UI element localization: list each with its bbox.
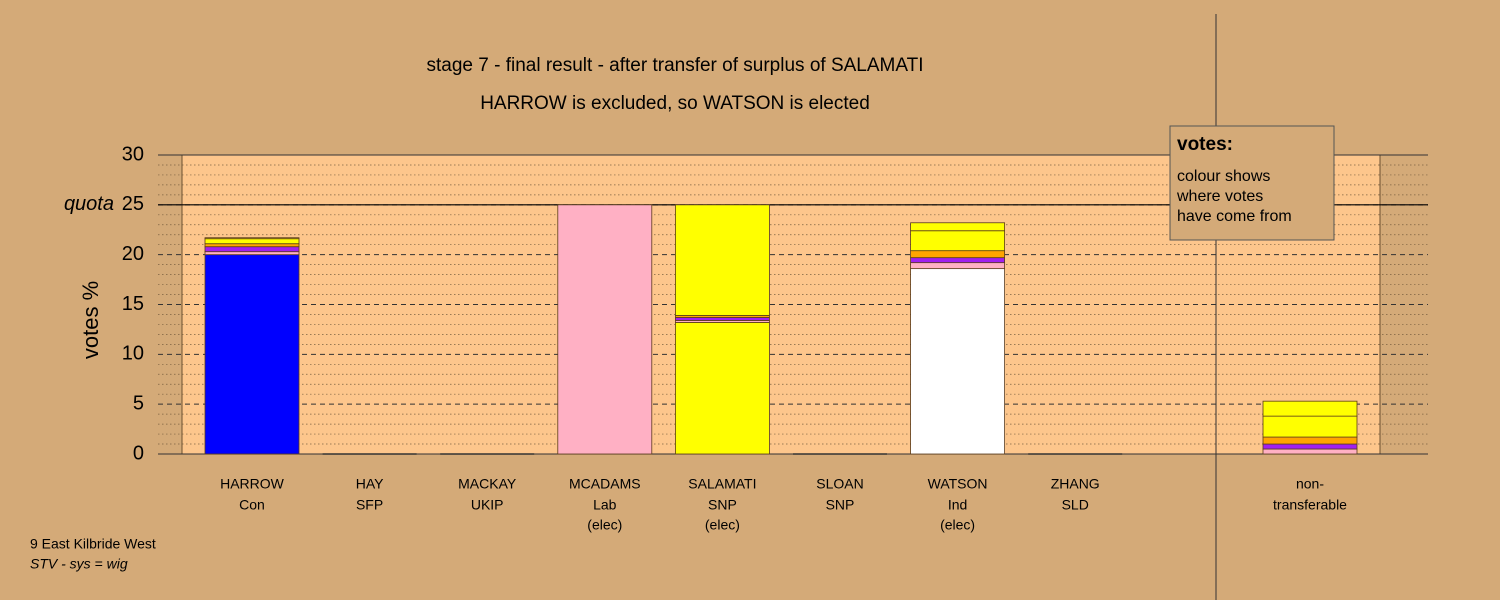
bar-segment: [1262, 448, 1358, 455]
x-tick-label: transferable: [1273, 497, 1347, 513]
x-tick-label: (elec): [940, 517, 975, 533]
bar-segment: [204, 243, 300, 248]
x-tick-label: WATSON: [928, 476, 988, 492]
x-tick-label: UKIP: [471, 497, 504, 513]
x-tick-label: ZHANG: [1051, 476, 1100, 492]
bar-segment: [910, 262, 1005, 270]
bar-segment: [910, 222, 1005, 232]
bar-segment: [1262, 443, 1358, 450]
bar-segment: [675, 204, 770, 316]
bar-segment: [204, 238, 300, 245]
quota-label: quota: [64, 193, 114, 215]
bar-segment: [1262, 400, 1358, 417]
legend-text: have come from: [1177, 208, 1292, 225]
legend-box: [1169, 125, 1335, 241]
y-tick-label: 20: [122, 243, 144, 265]
legend-text: colour shows: [1177, 168, 1270, 185]
x-tick-label: Lab: [593, 497, 617, 513]
y-tick-label: 30: [122, 143, 144, 165]
bar-segment: [204, 246, 300, 253]
bar-segment: [204, 237, 300, 240]
x-tick-label: HAY: [356, 476, 384, 492]
y-tick-label: 5: [133, 392, 144, 414]
x-tick-label: SFP: [356, 497, 383, 513]
footer: 9 East Kilbride West: [30, 536, 156, 552]
bar-segment: [204, 251, 300, 256]
x-tick-label: SALAMATI: [688, 476, 756, 492]
x-tick-label: SNP: [708, 497, 737, 513]
bar-segment: [910, 257, 1005, 264]
x-tick-label: MACKAY: [458, 476, 517, 492]
y-tick-label: 15: [122, 293, 144, 315]
bar-segment: [557, 204, 653, 455]
legend-title: votes:: [1177, 134, 1233, 155]
x-tick-label: SLOAN: [816, 476, 863, 492]
x-tick-label: HARROW: [220, 476, 285, 492]
bar-segment: [910, 230, 1005, 252]
bar-segment: [910, 250, 1005, 259]
bar-segment: [675, 322, 770, 455]
x-tick-label: Con: [239, 497, 265, 513]
x-tick-label: SLD: [1062, 497, 1089, 513]
x-tick-label: SNP: [826, 497, 855, 513]
bar-segment: [1262, 415, 1358, 438]
bar-segment: [910, 268, 1005, 455]
bar-segment: [1262, 436, 1358, 445]
y-axis-label: votes %: [78, 281, 103, 359]
x-tick-label: MCADAMS: [569, 476, 641, 492]
bar-segment: [675, 317, 770, 321]
bar-segment: [204, 254, 300, 455]
y-tick-label: 10: [122, 343, 144, 365]
x-tick-label: non-: [1296, 476, 1324, 492]
x-tick-label: (elec): [587, 517, 622, 533]
y-tick-label: 25: [122, 193, 144, 215]
chart-title: stage 7 - final result - after transfer …: [426, 55, 923, 76]
y-tick-label: 0: [133, 442, 144, 464]
x-tick-label: Ind: [948, 497, 967, 513]
legend-text: where votes: [1176, 188, 1263, 205]
x-tick-label: (elec): [705, 517, 740, 533]
footer: STV - sys = wig: [30, 556, 128, 572]
chart-subtitle: HARROW is excluded, so WATSON is elected: [480, 93, 870, 114]
